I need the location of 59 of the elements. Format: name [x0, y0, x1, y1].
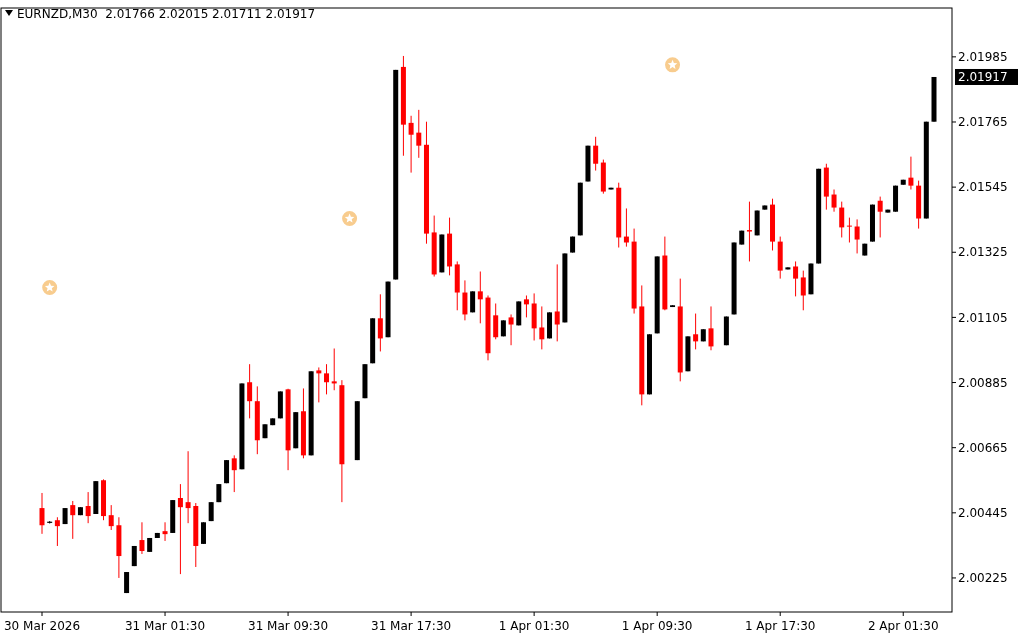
candlestick — [693, 313, 699, 350]
y-tick-label: 2.00445 — [958, 506, 1008, 521]
y-tick-label: 2.01985 — [958, 50, 1008, 65]
candlestick — [462, 279, 468, 321]
candlestick — [539, 305, 545, 350]
x-tick-label: 31 Mar 01:30 — [124, 619, 206, 633]
candlestick — [746, 201, 752, 262]
candlestick — [247, 363, 253, 419]
candlestick — [39, 492, 45, 535]
candlestick — [846, 217, 852, 243]
candlestick — [554, 263, 560, 342]
candlestick — [408, 115, 414, 174]
x-tick-label: 31 Mar 17:30 — [371, 619, 452, 633]
x-tick-label: 30 Mar 2026 — [3, 619, 81, 633]
candlestick — [377, 293, 383, 352]
candlestick — [185, 450, 191, 524]
x-tick-label: 2 Apr 01:30 — [867, 619, 939, 633]
candlestick — [108, 504, 114, 531]
candlestick — [85, 491, 91, 524]
candlestick — [708, 305, 714, 351]
x-tick-label: 1 Apr 01:30 — [498, 619, 570, 633]
candlestick — [477, 271, 483, 324]
candlestick — [523, 294, 529, 318]
candlestick — [839, 201, 845, 238]
y-tick-label: 2.01765 — [958, 115, 1008, 130]
y-tick-label: 2.01325 — [958, 245, 1008, 260]
candlestick — [316, 366, 322, 403]
candlestick — [493, 302, 499, 340]
candlestick — [200, 521, 206, 545]
y-tick-label: 2.00885 — [958, 375, 1008, 390]
candlestick — [854, 218, 860, 254]
candlestick — [162, 521, 168, 542]
y-tick-label: 2.01545 — [958, 180, 1008, 195]
y-tick-label: 2.00665 — [958, 440, 1008, 455]
point — [42, 280, 58, 295]
candlestick — [793, 260, 799, 297]
candlestick — [231, 454, 237, 493]
candlestick — [800, 270, 806, 311]
candlestick — [508, 313, 514, 346]
text: 2.01917 — [958, 70, 1008, 85]
candlestick — [324, 363, 330, 395]
x-tick-label: 1 Apr 17:30 — [744, 619, 816, 633]
x-tick-label: 31 Mar 09:30 — [248, 619, 329, 633]
point — [665, 57, 681, 73]
x-tick-label: 1 Apr 09:30 — [621, 619, 693, 633]
point — [342, 211, 358, 226]
candlestick — [593, 136, 599, 172]
y-tick-label: 2.00225 — [958, 571, 1008, 586]
candlestick — [54, 516, 60, 547]
candlestick — [177, 483, 183, 575]
candlestick — [877, 196, 883, 238]
candlestick — [416, 109, 422, 159]
candlestick — [139, 521, 145, 555]
candlestick — [831, 189, 837, 213]
candlestick — [331, 347, 337, 391]
candlestick — [908, 156, 914, 190]
candlestick — [70, 500, 76, 540]
y-tick-label: 2.01105 — [958, 310, 1008, 325]
chart-title: EURNZD,M30 2.01766 2.02015 2.01711 2.01917 — [17, 7, 316, 21]
